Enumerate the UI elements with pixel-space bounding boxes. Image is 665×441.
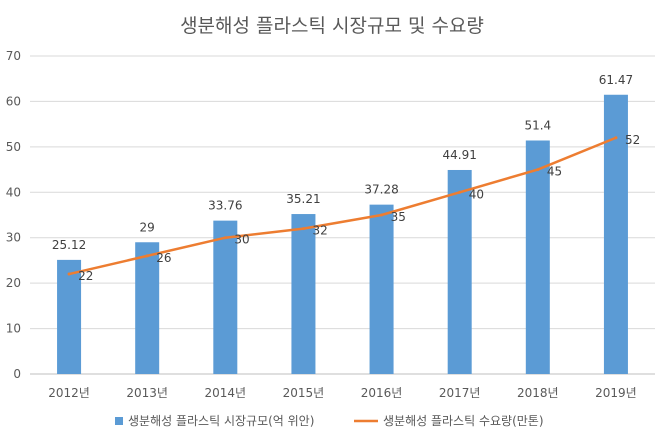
line-path xyxy=(67,136,618,276)
x-tick-label: 2017년 xyxy=(439,386,481,400)
bar-data-label: 51.4 xyxy=(524,118,551,132)
bar-data-label: 44.91 xyxy=(443,148,477,162)
line-point xyxy=(301,227,305,231)
bar-data-labels: 25.12 29 33.76 35.21 37.28 44.91 51.4 61.47 xyxy=(52,73,633,252)
gridlines xyxy=(30,55,655,375)
x-tick-label: 2013년 xyxy=(126,386,168,400)
chart-title: 생분해성 플라스틱 시장규모 및 수요량 xyxy=(180,15,484,37)
x-tick-label: 2012년 xyxy=(48,386,90,400)
bar xyxy=(213,220,238,374)
x-tick-label: 2015년 xyxy=(283,386,325,400)
legend-bar-label: 생분해성 플라스틱 시장규모(억 위안) xyxy=(128,414,314,428)
line-data-label: 26 xyxy=(156,251,171,265)
line-data-label: 22 xyxy=(78,269,93,283)
y-tick-label: 20 xyxy=(6,276,21,290)
line-data-label: 40 xyxy=(469,187,484,201)
line-series xyxy=(67,136,618,276)
bar-series xyxy=(57,94,628,374)
line-point xyxy=(145,254,149,258)
y-tick-label: 60 xyxy=(6,94,21,108)
y-tick-label: 30 xyxy=(6,231,21,245)
line-data-label: 30 xyxy=(234,233,249,247)
x-tick-label: 2014년 xyxy=(205,386,247,400)
line-data-label: 32 xyxy=(312,224,327,238)
x-tick-label: 2019년 xyxy=(595,386,637,400)
line-data-label: 52 xyxy=(625,133,640,147)
bar xyxy=(447,169,472,374)
legend-line-label: 생분해성 플라스틱 수요량(만톤) xyxy=(383,414,544,428)
y-tick-label: 0 xyxy=(13,367,21,381)
bar-data-label: 35.21 xyxy=(286,192,320,206)
x-axis: 2012년 2013년 2014년 2015년 2016년 2017년 2018년 2019년 xyxy=(48,386,636,400)
bar xyxy=(57,259,82,374)
line-point xyxy=(380,213,384,217)
line-point xyxy=(67,272,71,276)
line-data-labels: 22 26 30 32 35 40 45 52 xyxy=(78,133,640,283)
y-tick-label: 10 xyxy=(6,322,21,336)
bar xyxy=(135,242,160,374)
bar xyxy=(291,214,316,374)
line-point xyxy=(223,236,227,240)
bar-data-label: 33.76 xyxy=(208,199,242,213)
line-point xyxy=(536,168,540,172)
line-point xyxy=(614,136,618,140)
bar xyxy=(369,204,394,374)
bar-data-label: 61.47 xyxy=(599,73,633,87)
line-point xyxy=(458,190,462,194)
y-tick-label: 50 xyxy=(6,140,21,154)
y-tick-label: 70 xyxy=(6,49,21,63)
bar xyxy=(525,140,550,374)
bar-data-label: 25.12 xyxy=(52,238,86,252)
bar-data-label: 29 xyxy=(140,220,155,234)
x-tick-label: 2016년 xyxy=(361,386,403,400)
legend-bar-swatch xyxy=(115,417,123,425)
y-axis: 0 10 20 30 40 50 60 70 xyxy=(6,49,21,381)
bar-data-label: 37.28 xyxy=(364,183,398,197)
y-tick-label: 40 xyxy=(6,185,21,199)
legend: 생분해성 플라스틱 시장규모(억 위안) 생분해성 플라스틱 수요량(만톤) xyxy=(115,414,544,428)
x-tick-label: 2018년 xyxy=(517,386,559,400)
line-data-label: 45 xyxy=(547,165,562,179)
line-data-label: 35 xyxy=(391,210,406,224)
